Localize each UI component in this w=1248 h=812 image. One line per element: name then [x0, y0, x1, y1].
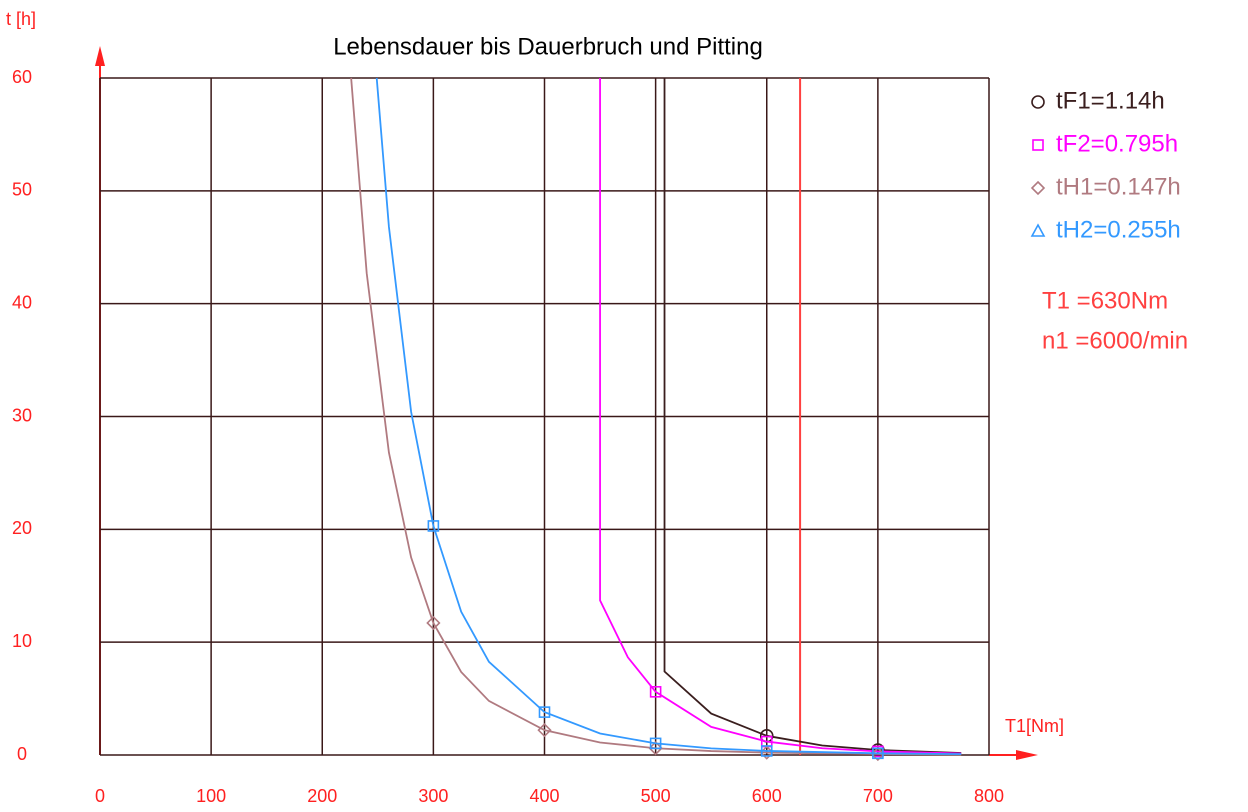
legend-label: tF2=0.795h [1056, 130, 1178, 157]
y-tick-label: 50 [12, 180, 32, 200]
legend-symbol [1030, 223, 1046, 237]
legend-symbol [1032, 139, 1044, 151]
data-marker [538, 706, 551, 718]
y-axis-label: t [h] [6, 9, 36, 29]
data-marker [537, 723, 552, 738]
x-tick-label: 300 [418, 786, 448, 806]
legend-label: tF1=1.14h [1056, 87, 1165, 114]
y-tick-label: 40 [12, 292, 32, 312]
x-tick-label: 400 [529, 786, 559, 806]
chart-title: Lebensdauer bis Dauerbruch und Pitting [333, 33, 763, 60]
legend-symbol [1030, 180, 1046, 196]
series-line [350, 77, 962, 756]
series-line [663, 78, 962, 754]
x-tick-label: 0 [95, 786, 105, 806]
x-tick-label: 500 [641, 786, 671, 806]
data-marker [760, 745, 773, 757]
annotation: n1 =6000/min [1042, 327, 1188, 354]
data-marker [426, 615, 441, 631]
data-marker [649, 737, 662, 750]
x-tick-label: 100 [196, 786, 226, 806]
data-marker [872, 747, 884, 760]
y-tick-label: 20 [12, 518, 32, 538]
legend-label: tH1=0.147h [1056, 173, 1181, 200]
series-line [375, 77, 962, 755]
data-marker [649, 686, 662, 698]
x-axis-label: T1[Nm] [1005, 716, 1064, 736]
legend-symbol [1031, 95, 1045, 109]
annotation: T1 =630Nm [1042, 287, 1168, 314]
y-tick-label: 0 [17, 744, 27, 764]
y-tick-label: 60 [12, 67, 32, 87]
x-tick-label: 700 [863, 786, 893, 806]
legend-label: tH2=0.255h [1056, 216, 1181, 243]
data-marker [427, 520, 440, 532]
x-tick-label: 800 [974, 786, 1004, 806]
y-tick-label: 30 [12, 405, 32, 425]
x-tick-label: 600 [752, 786, 782, 806]
series-line [599, 78, 962, 755]
x-tick-label: 200 [307, 786, 337, 806]
data-marker [648, 741, 663, 756]
y-tick-label: 10 [12, 631, 32, 651]
x-axis-arrow [1016, 750, 1038, 760]
y-axis-arrow [95, 46, 105, 66]
data-marker [870, 746, 886, 762]
